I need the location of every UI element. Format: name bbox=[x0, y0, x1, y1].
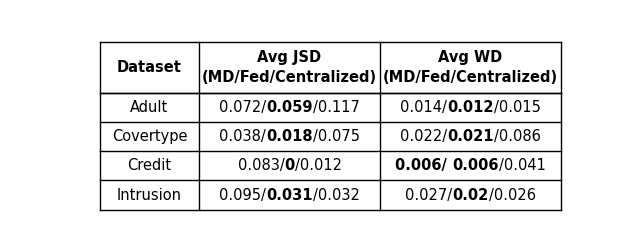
Text: /0.086: /0.086 bbox=[494, 129, 541, 144]
Text: 0.083/: 0.083/ bbox=[237, 158, 284, 173]
Text: 0: 0 bbox=[284, 158, 294, 173]
Text: 0.095/: 0.095/ bbox=[220, 187, 266, 203]
Text: Credit: Credit bbox=[127, 158, 172, 173]
Text: /0.032: /0.032 bbox=[313, 187, 360, 203]
Text: 0.014/: 0.014/ bbox=[401, 100, 447, 115]
Text: Covertype: Covertype bbox=[111, 129, 187, 144]
Text: Adult: Adult bbox=[131, 100, 168, 115]
Text: 0.072/: 0.072/ bbox=[220, 100, 266, 115]
Text: 0.027/: 0.027/ bbox=[405, 187, 452, 203]
Text: 0.018: 0.018 bbox=[266, 129, 313, 144]
Text: 0.031: 0.031 bbox=[266, 187, 313, 203]
Text: Dataset: Dataset bbox=[117, 60, 182, 75]
Text: Avg JSD
(MD/Fed/Centralized): Avg JSD (MD/Fed/Centralized) bbox=[202, 50, 377, 85]
Text: Avg WD
(MD/Fed/Centralized): Avg WD (MD/Fed/Centralized) bbox=[383, 50, 558, 85]
Text: 0.02: 0.02 bbox=[452, 187, 489, 203]
Text: /0.041: /0.041 bbox=[499, 158, 546, 173]
Text: 0.022/: 0.022/ bbox=[401, 129, 447, 144]
Text: /0.015: /0.015 bbox=[494, 100, 541, 115]
Text: 0.006/: 0.006/ bbox=[396, 158, 452, 173]
Text: /0.026: /0.026 bbox=[489, 187, 536, 203]
Text: 0.012: 0.012 bbox=[447, 100, 494, 115]
Text: /0.012: /0.012 bbox=[294, 158, 342, 173]
Text: /0.075: /0.075 bbox=[313, 129, 360, 144]
Text: Intrusion: Intrusion bbox=[117, 187, 182, 203]
Text: 0.006: 0.006 bbox=[452, 158, 499, 173]
Text: 0.021: 0.021 bbox=[447, 129, 494, 144]
Text: /0.117: /0.117 bbox=[313, 100, 360, 115]
Text: 0.038/: 0.038/ bbox=[220, 129, 266, 144]
Text: 0.059: 0.059 bbox=[266, 100, 313, 115]
